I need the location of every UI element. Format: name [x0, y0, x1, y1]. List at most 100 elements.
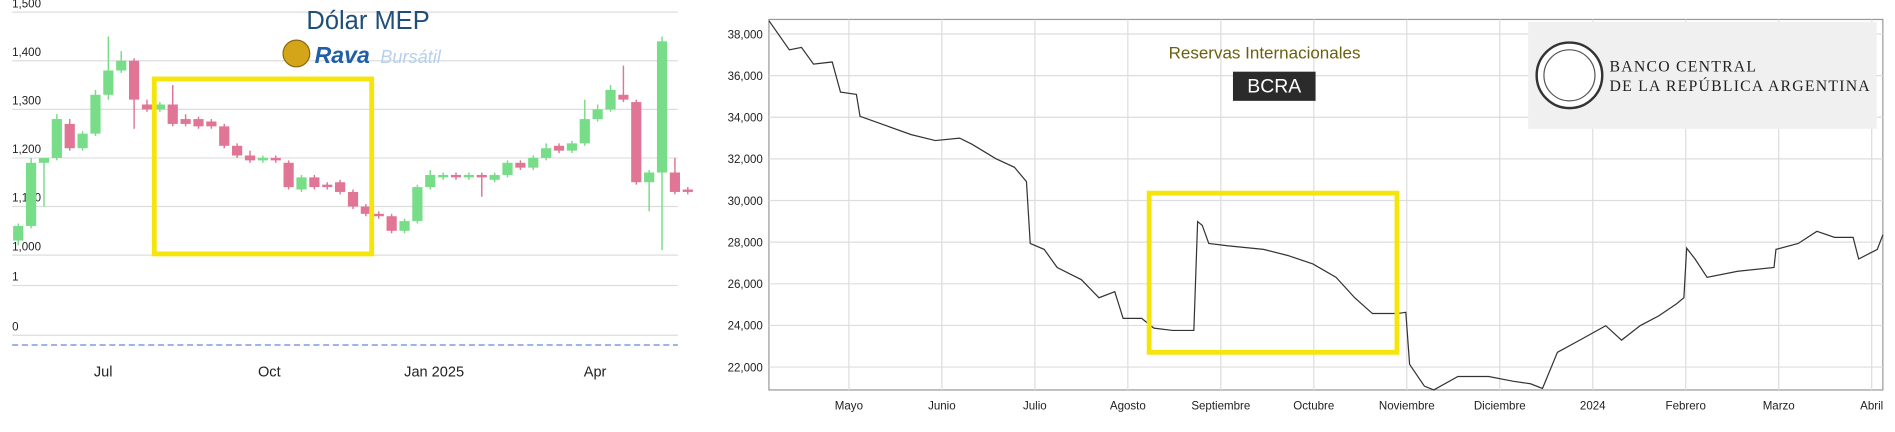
candle-body: [515, 162, 526, 168]
x-tick-label: Febrero: [1666, 400, 1706, 412]
candle-body: [412, 187, 423, 222]
candle-body: [64, 123, 75, 149]
y-tick-label: 22,000: [728, 362, 763, 374]
candle-body: [257, 157, 268, 161]
data-line: [768, 20, 1884, 391]
candle-body: [309, 177, 320, 188]
logo-text: BANCO CENTRAL: [1610, 59, 1758, 76]
candle-body: [141, 104, 153, 110]
candle-body: [244, 155, 256, 161]
label-box: [1232, 71, 1316, 101]
candle-body: [38, 157, 50, 163]
candle-body: [129, 60, 140, 100]
candle-body: [605, 89, 616, 110]
candle-body: [502, 162, 513, 175]
y-tick-label: 28,000: [728, 237, 763, 249]
y-tick-label: 1,200: [12, 144, 41, 156]
x-tick-label: Abril: [1860, 400, 1883, 412]
candle-body: [90, 94, 101, 134]
x-tick-label: Agosto: [1110, 400, 1146, 412]
y-tick-label: 26,000: [728, 279, 763, 291]
y-tick-label: 1,300: [12, 95, 41, 107]
x-tick-label: Diciembre: [1474, 400, 1526, 412]
y-tick-label: 30,000: [728, 196, 763, 208]
candle-body: [476, 174, 487, 178]
candle-body: [450, 174, 462, 178]
y-tick-label: 1,500: [12, 0, 41, 10]
candle-body: [13, 225, 24, 241]
candle-body: [631, 102, 642, 183]
candle-body: [373, 213, 384, 217]
y-tick-label: 38,000: [728, 29, 763, 41]
x-tick-label: Jan 2025: [404, 365, 464, 381]
candle-body: [579, 119, 590, 144]
candle-body: [592, 109, 603, 120]
candle-body: [296, 177, 307, 190]
candle-body: [360, 206, 371, 214]
highlight-box: [151, 76, 375, 257]
logo-text: Rava: [315, 42, 370, 68]
candle-body: [347, 191, 359, 207]
candle-body: [51, 119, 62, 158]
y-tick-label: 34,000: [728, 113, 763, 125]
candle-body: [618, 94, 629, 100]
y-tick-label: 1,400: [12, 47, 41, 59]
candle-body: [206, 121, 217, 127]
candle-body: [103, 70, 114, 95]
x-tick-label: Oct: [258, 365, 281, 381]
candle-body: [154, 104, 165, 110]
candle-body: [180, 119, 191, 124]
x-tick-label: Jul: [94, 365, 113, 381]
x-tick-label: Octubre: [1293, 400, 1334, 412]
candle-body: [463, 174, 474, 178]
logo-medallion: [1535, 41, 1604, 110]
highlight-box: [1146, 190, 1400, 355]
x-tick-label: Junio: [928, 400, 956, 412]
chart-title: Reservas Internacionales: [1169, 43, 1361, 62]
candle-body: [438, 174, 449, 178]
candle-body: [682, 189, 693, 192]
logo-text: DE LA REPÚBLICA ARGENTINA: [1610, 76, 1871, 95]
candle-body: [425, 174, 436, 188]
y-tick-label: 24,000: [728, 321, 763, 333]
candle-body: [386, 216, 397, 231]
candle-body: [553, 145, 565, 151]
candle-body: [541, 148, 552, 158]
candle-body: [219, 126, 230, 146]
candle-body: [25, 162, 37, 226]
candle-body: [669, 172, 681, 192]
y-tick-label: 36,000: [728, 71, 763, 83]
candle-body: [167, 104, 178, 124]
candle-body: [335, 182, 346, 192]
candle-body: [489, 174, 500, 180]
x-tick-label: Julio: [1023, 400, 1047, 412]
x-tick-label: Apr: [584, 365, 607, 381]
y-tick-label: 0: [12, 321, 18, 333]
source-label: BCRA: [1247, 75, 1301, 97]
x-tick-label: Mayo: [835, 400, 863, 412]
logos: Dólar MEP Rava Bursátil Reservas Interna…: [151, 7, 1877, 355]
candle-body: [566, 143, 578, 151]
candle-body: [116, 60, 127, 71]
y-tick-label: 1: [12, 272, 18, 284]
x-tick-label: Noviembre: [1379, 400, 1435, 412]
candle-body: [232, 145, 243, 156]
candle-body: [283, 162, 294, 188]
y-tick-label: 1,000: [12, 241, 41, 253]
candle-body: [322, 184, 333, 188]
candle-body: [528, 157, 539, 168]
candle-body: [399, 221, 410, 231]
candle-body: [193, 119, 204, 127]
candle-body: [656, 41, 668, 173]
x-tick-label: 2024: [1580, 400, 1606, 412]
chart-title: Dólar MEP: [306, 7, 429, 35]
logo-medallion: [1543, 49, 1596, 102]
x-tick-label: Marzo: [1763, 400, 1795, 412]
candle-body: [77, 133, 88, 149]
logo-coin: [282, 39, 311, 68]
y-tick-label: 32,000: [728, 154, 763, 166]
logo-text: Bursátil: [380, 47, 442, 67]
x-tick-label: Septiembre: [1191, 400, 1250, 412]
